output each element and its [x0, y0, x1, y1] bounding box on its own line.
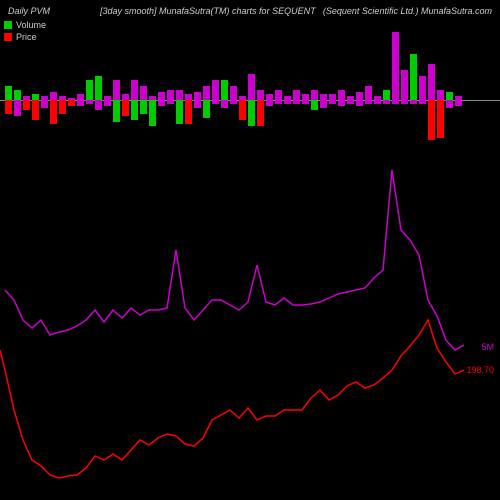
line-overlay — [0, 0, 500, 500]
label-last-price: 198.70 — [466, 365, 494, 375]
label-5m: 5M — [481, 342, 494, 352]
volume-line — [5, 170, 464, 350]
price-line — [0, 320, 464, 478]
chart-area: 5M 198.70 — [0, 0, 500, 500]
